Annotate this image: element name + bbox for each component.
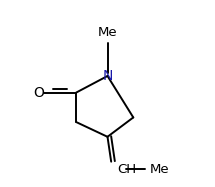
- Text: N: N: [102, 69, 113, 83]
- Text: O: O: [33, 86, 44, 100]
- Text: CH: CH: [118, 163, 137, 176]
- Text: Me: Me: [98, 26, 117, 39]
- Text: Me: Me: [150, 163, 169, 176]
